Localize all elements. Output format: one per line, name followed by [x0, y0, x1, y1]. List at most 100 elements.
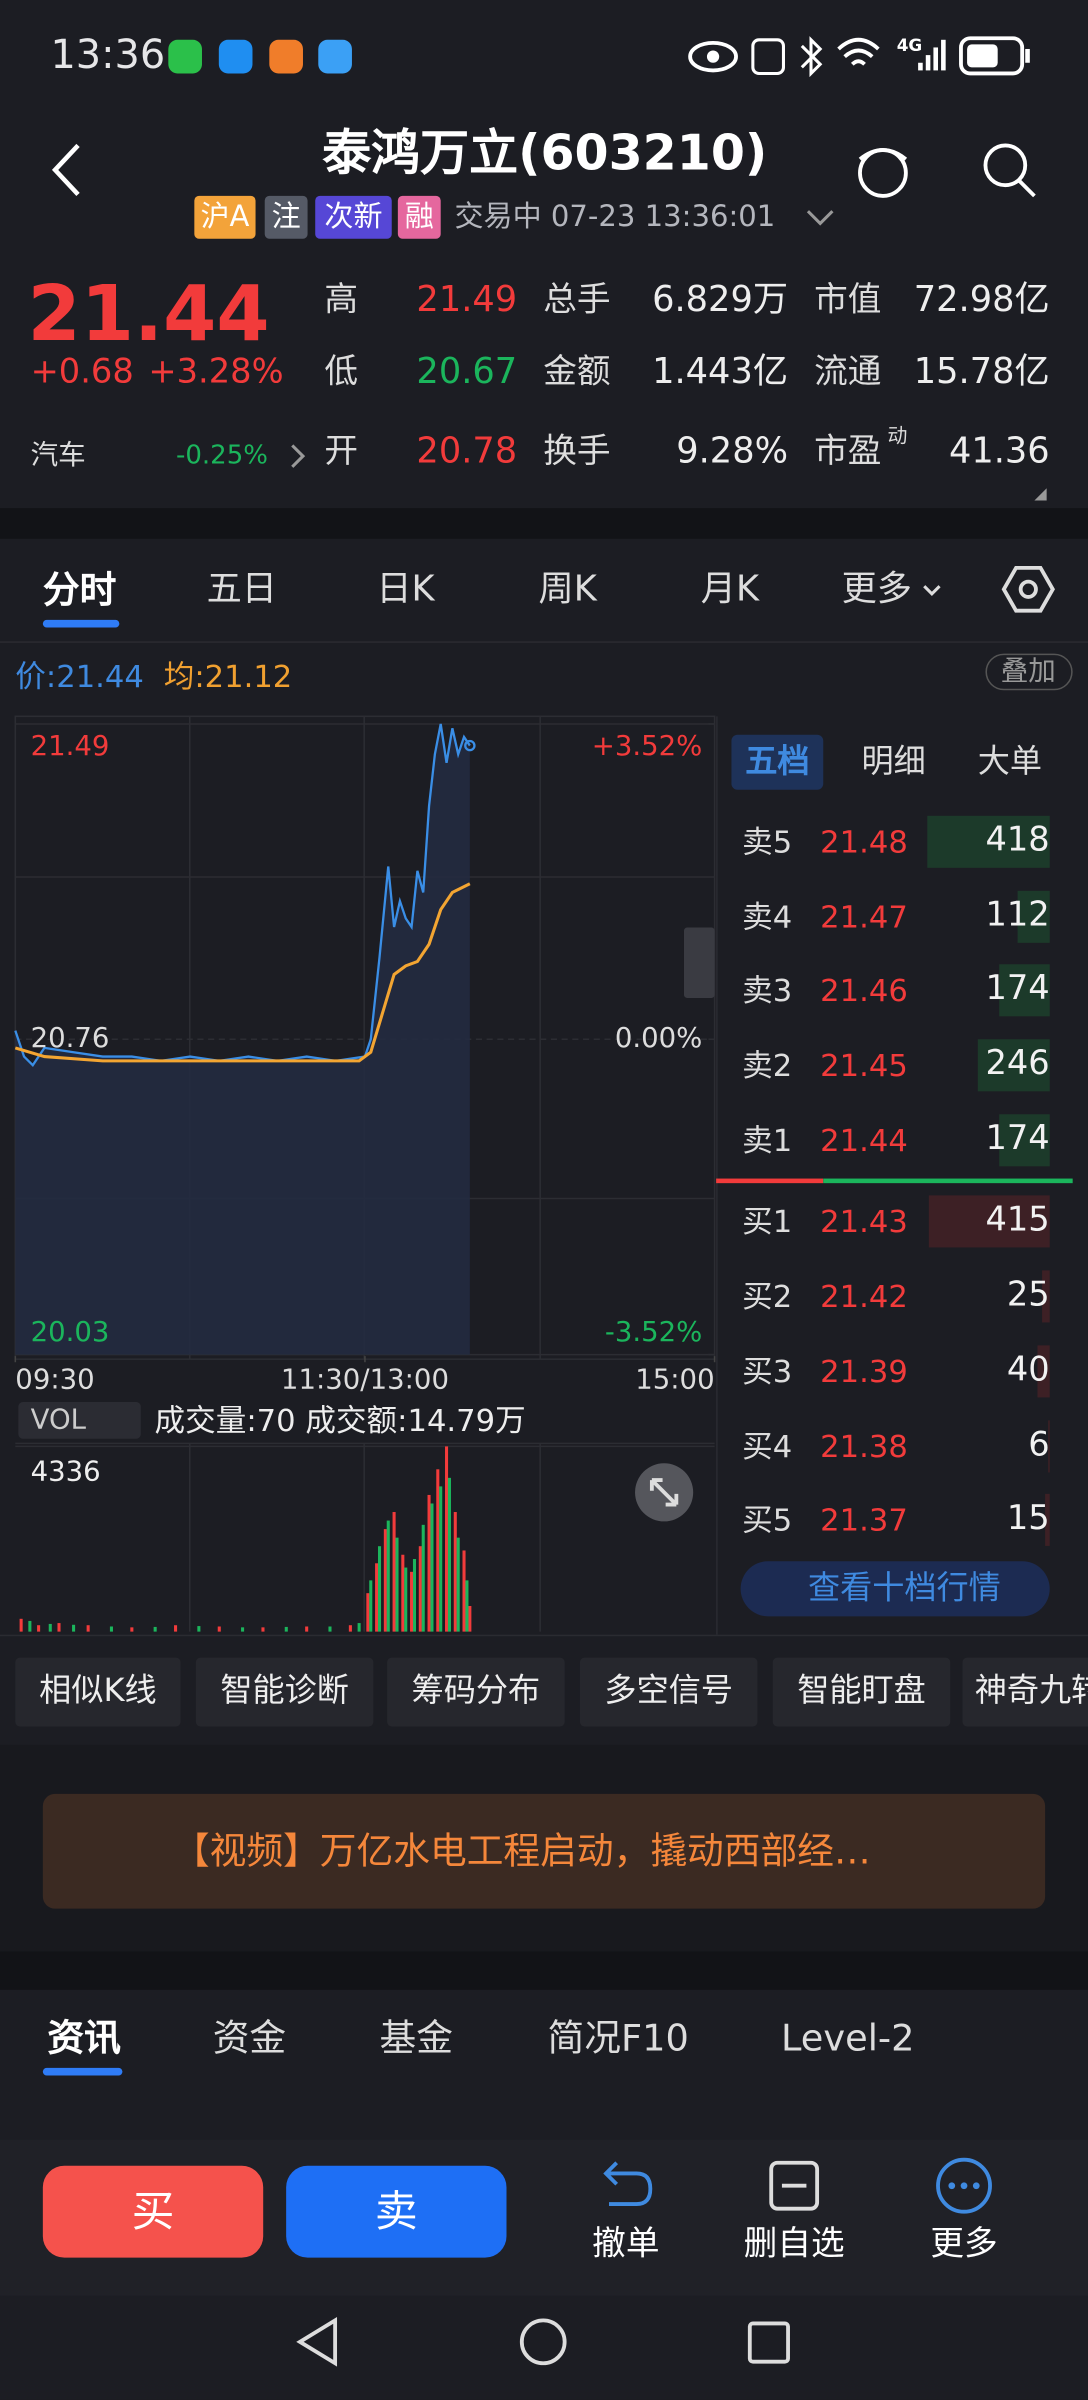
book-qty: 246 [985, 1045, 1050, 1084]
network: 4G [896, 35, 923, 56]
chart-tab[interactable]: 月K [700, 569, 760, 610]
sell-button[interactable] [286, 2165, 507, 2258]
volume-bar [86, 1625, 90, 1632]
book-qty: 6 [1028, 1426, 1050, 1465]
action-label[interactable]: 撤单 [592, 2225, 660, 2264]
stat-value: 9.28% [676, 431, 789, 472]
profile-icon [858, 148, 908, 198]
eye-icon [688, 40, 738, 73]
book-tab[interactable]: 大单 [977, 742, 1043, 780]
settings-icon [1018, 579, 1038, 599]
app-icon [269, 39, 303, 74]
chart-tab[interactable]: 日K [376, 569, 435, 610]
tool-label: 相似K线 [39, 1672, 157, 1709]
y-tick-label: 20.03 [30, 1316, 110, 1349]
qty-bar [1047, 1420, 1050, 1473]
book-price: 21.42 [820, 1278, 908, 1315]
expand-icon [649, 1478, 679, 1507]
stat-label: 低 [324, 353, 359, 392]
sector: 汽车 [30, 439, 86, 472]
sector-change: -0.25% [175, 440, 269, 472]
volume-bar [456, 1537, 460, 1632]
corner-mark [1034, 488, 1047, 501]
tool-button[interactable] [387, 1657, 565, 1727]
chevron [291, 444, 306, 468]
action-label[interactable]: 更多 [930, 2225, 998, 2264]
settings-icon [1001, 565, 1055, 613]
vol-info: 成交量:70 成交额:14.79万 [154, 1402, 526, 1439]
overlay-button[interactable] [985, 653, 1073, 691]
separator [0, 1951, 1088, 1990]
book-qty: 418 [985, 821, 1050, 860]
clock: 13:36 [50, 32, 166, 79]
volume-bar [348, 1625, 352, 1632]
overlay-label: 叠加 [1000, 655, 1056, 688]
tool-button[interactable] [15, 1657, 181, 1727]
volume-bar [130, 1627, 134, 1632]
volume-bar [430, 1503, 434, 1632]
price-line [14, 723, 471, 1067]
undo-icon [603, 2161, 653, 2206]
info-tab[interactable]: Level-2 [780, 2016, 915, 2060]
chart-tab[interactable]: 更多 [841, 569, 912, 610]
chart-tab[interactable]: 分时 [42, 568, 117, 612]
volume-bar [383, 1529, 387, 1632]
volume-bar [261, 1627, 265, 1632]
y2-tick-label: 0.00% [614, 1022, 703, 1055]
book-tab[interactable]: 明细 [861, 742, 926, 780]
tool-button[interactable] [962, 1657, 1088, 1727]
book-qty: 174 [985, 1120, 1050, 1159]
vol-selector[interactable] [18, 1402, 141, 1439]
chart-tab[interactable]: 周K [538, 569, 597, 610]
book-label: 买2 [742, 1278, 793, 1315]
volume-bar [19, 1618, 23, 1632]
book-label: 买5 [742, 1501, 793, 1539]
side-toggle[interactable] [683, 927, 715, 998]
news-card[interactable] [42, 1793, 1046, 1909]
qty-bar [927, 815, 1050, 868]
action-label[interactable]: 删自选 [743, 2225, 845, 2264]
more-dot [972, 2182, 980, 2190]
buy-label: 买 [131, 2186, 175, 2237]
book-price: 21.46 [820, 971, 908, 1009]
tag-label: 沪A [200, 199, 250, 234]
signal-bar [918, 62, 923, 71]
book-price: 21.43 [820, 1203, 908, 1240]
nav-recent [747, 2321, 790, 2364]
nav-home [519, 2318, 567, 2366]
volume-bar [375, 1563, 379, 1632]
stat-value: 41.36 [948, 431, 1050, 472]
stat-value: 1.443亿 [652, 352, 789, 393]
tag-label: 次新 [324, 199, 383, 234]
stat-value: 72.98亿 [913, 280, 1050, 321]
change: +0.68 [30, 353, 134, 392]
info-tab[interactable]: 资讯 [47, 2016, 121, 2060]
info-tab[interactable]: 基金 [379, 2016, 453, 2060]
qty-bar [1016, 890, 1050, 943]
sell-label: 卖 [374, 2186, 418, 2237]
nav-back [296, 2316, 338, 2367]
app-icon [218, 39, 253, 74]
tool-button[interactable] [195, 1657, 374, 1727]
info-tab[interactable]: 简况F10 [547, 2016, 689, 2060]
more-levels-button[interactable] [740, 1561, 1050, 1617]
separator [0, 508, 1088, 539]
volume-bar [418, 1546, 422, 1632]
chart-tab[interactable]: 五日 [206, 569, 277, 610]
tool-button[interactable] [772, 1657, 951, 1727]
stat-label: 流通 [814, 353, 882, 392]
stat-value: 15.78亿 [913, 352, 1050, 393]
x-tick-label: 15:00 [635, 1364, 715, 1397]
remove-icon [769, 2160, 820, 2211]
tool-label: 智能盯盘 [797, 1672, 926, 1709]
book-qty: 40 [1006, 1351, 1050, 1390]
tool-button[interactable] [579, 1657, 758, 1727]
book-tab[interactable]: 五档 [745, 742, 810, 780]
y2-tick-label: -3.52% [604, 1316, 703, 1349]
buy-button[interactable] [42, 2165, 264, 2258]
info-tab[interactable]: 资金 [212, 2016, 287, 2060]
tool-label: 智能诊断 [220, 1672, 349, 1709]
last-price: 21.44 [27, 269, 270, 359]
app-icon [168, 39, 202, 74]
